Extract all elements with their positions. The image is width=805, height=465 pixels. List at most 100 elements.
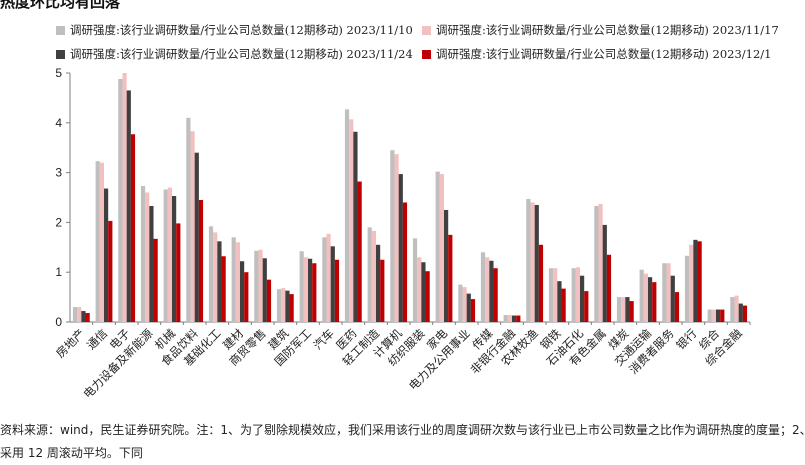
bar [122, 73, 127, 322]
bar [720, 309, 725, 322]
bar [662, 263, 667, 322]
legend-item-2: 调研强度:该行业调研数量/行业公司总数量(12期移动) 2023/11/17 [422, 22, 779, 38]
bar [606, 254, 612, 322]
bar [526, 198, 531, 322]
y-tick-label: 2 [55, 215, 62, 229]
bar [693, 239, 698, 322]
bar [176, 223, 181, 322]
legend-swatch-1 [56, 25, 65, 35]
bar [126, 90, 131, 323]
bar [621, 297, 626, 322]
bar [285, 290, 290, 322]
bar [598, 203, 603, 322]
bar [344, 109, 350, 322]
bar [503, 315, 508, 322]
bar [489, 260, 494, 322]
bar [276, 289, 282, 322]
bar [412, 238, 418, 322]
bar [652, 282, 657, 322]
bar [244, 272, 249, 322]
bar [231, 237, 236, 322]
bar [602, 224, 607, 322]
bar [99, 162, 104, 322]
bar [444, 209, 449, 322]
bar [666, 263, 671, 322]
bar [648, 277, 653, 322]
bar [458, 284, 463, 322]
x-tick-label: 通信 [84, 326, 110, 352]
x-tick-label: 银行 [673, 326, 699, 352]
bar [711, 309, 716, 322]
y-tick-label: 4 [55, 116, 62, 130]
bar [380, 259, 385, 322]
bar [376, 244, 381, 322]
bars [72, 73, 748, 323]
bar [104, 188, 109, 322]
bar [262, 258, 267, 322]
bar [281, 288, 286, 322]
y-tick-label: 1 [55, 265, 62, 279]
bar [194, 152, 199, 322]
footnote: 资料来源：wind，民生证券研究院。注：1、为了剔除规模效应，我们采用该行业的周… [0, 419, 805, 465]
legend-label-3: 调研强度:该行业调研数量/行业公司总数量(12期移动) 2023/11/24 [70, 47, 413, 61]
bar [561, 288, 566, 322]
bar [95, 161, 100, 322]
bar [534, 204, 539, 322]
bar [639, 269, 644, 322]
bar [367, 227, 372, 322]
bar [417, 257, 422, 322]
bar [571, 268, 576, 322]
bar-chart: 0 1 2 3 4 5 房地产通信电子电力设备及新能源机械食品饮料基础化工建材商贸零售建筑… [53, 66, 751, 401]
bar [402, 202, 408, 322]
bar [689, 244, 694, 322]
bar [580, 275, 585, 322]
bar [217, 241, 222, 322]
legend-swatch-4 [422, 49, 431, 59]
bar [357, 181, 362, 322]
bar [435, 171, 440, 322]
x-tick-label: 汽车 [311, 326, 337, 352]
bar [421, 262, 426, 322]
axes [66, 72, 751, 325]
legend-label-4: 调研强度:该行业调研数量/行业公司总数量(12期移动) 2023/12/1 [436, 47, 772, 61]
bar [330, 246, 335, 322]
bar [538, 244, 544, 322]
legend-swatch-3 [56, 49, 65, 59]
bar [448, 234, 453, 322]
bar [629, 301, 634, 322]
bar [289, 294, 294, 322]
legend-item-4: 调研强度:该行业调研数量/行业公司总数量(12期移动) 2023/12/1 [422, 46, 771, 62]
bar [398, 174, 403, 322]
bar [118, 78, 123, 322]
bar [349, 119, 354, 322]
bar [530, 202, 535, 322]
bar [462, 287, 467, 322]
bar [707, 309, 712, 322]
bar [353, 131, 358, 322]
bar [439, 174, 444, 322]
bar [198, 199, 204, 322]
bar [716, 309, 721, 322]
bar [149, 205, 154, 322]
y-tick-label: 3 [55, 166, 62, 180]
y-tick-labels: 0 1 2 3 4 5 [55, 66, 62, 329]
bar [507, 315, 512, 322]
bar [480, 252, 486, 322]
bar [240, 261, 245, 322]
bar [221, 256, 226, 322]
bar [425, 271, 430, 322]
bar [390, 150, 395, 322]
bar [466, 293, 471, 322]
bar [516, 315, 521, 322]
bar [130, 134, 136, 322]
bar [85, 313, 90, 322]
bar [299, 251, 304, 322]
bar [254, 250, 259, 322]
bar [172, 196, 177, 322]
bar [734, 295, 739, 322]
x-tick-label: 房地产 [53, 326, 87, 360]
legend-item-1: 调研强度:该行业调研数量/行业公司总数量(12期移动) 2023/11/10 [56, 22, 413, 38]
bar [167, 187, 172, 322]
bar [493, 268, 498, 322]
y-tick-label: 5 [55, 66, 62, 80]
